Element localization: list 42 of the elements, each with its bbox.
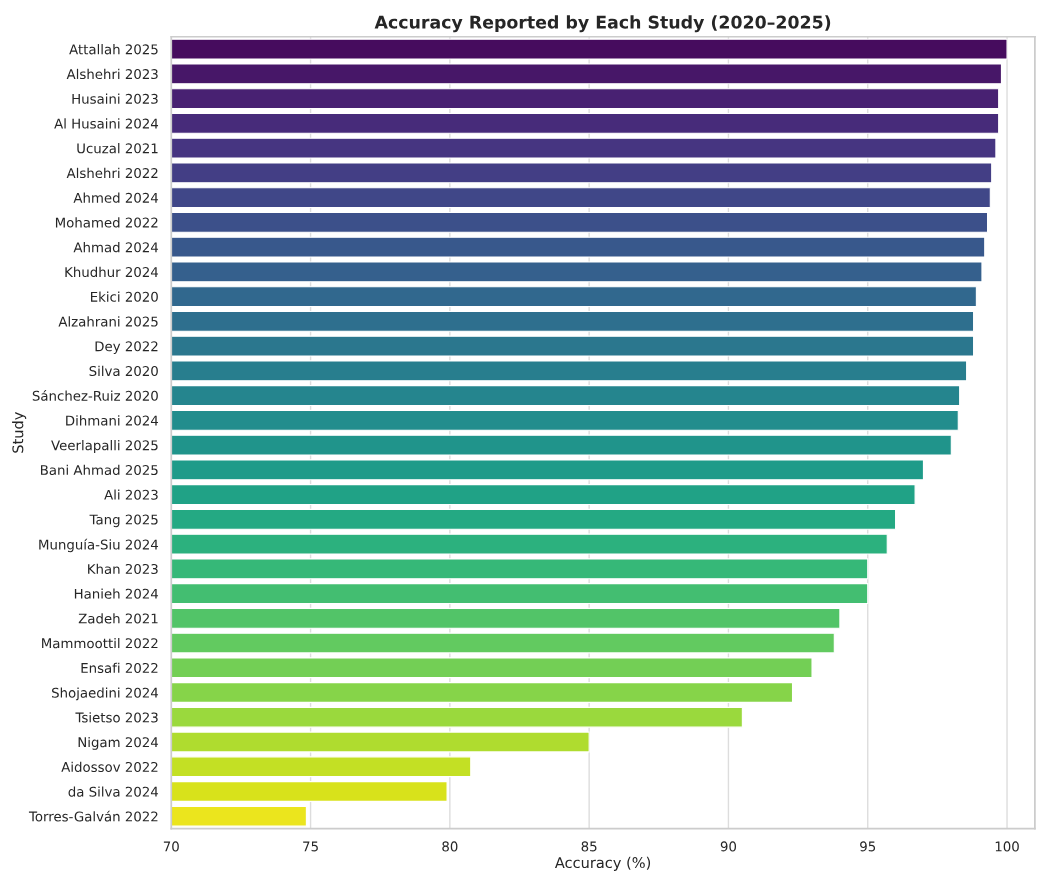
y-tick-label: Sánchez-Ruiz 2020 <box>32 389 158 401</box>
y-tick-label: Ahmed 2024 <box>73 192 159 203</box>
y-tick-label: Bani Ahmad 2025 <box>41 464 158 476</box>
x-tick-label: 70 <box>163 841 179 852</box>
y-tick-label: Alshehri 2023 <box>66 68 158 80</box>
y-tick-label: da Silva 2024 <box>68 786 159 797</box>
y-tick-label: Khudhur 2024 <box>65 266 159 278</box>
y-tick-label: Dey 2022 <box>95 341 158 354</box>
y-tick-label: Attallah 2025 <box>69 44 158 55</box>
y-tick-label: Zadeh 2021 <box>78 613 158 624</box>
y-tick-label: Tang 2025 <box>89 514 158 528</box>
y-tick-label: Mohamed 2022 <box>55 217 158 228</box>
y-tick-label: Veerlapalli 2025 <box>51 439 158 453</box>
y-tick-label: Husaini 2023 <box>72 93 158 104</box>
y-tick-label: Al Husaini 2024 <box>54 118 159 129</box>
y-tick-label: Shojaedini 2024 <box>52 687 159 701</box>
y-tick-label: Khan 2023 <box>88 563 158 575</box>
y-tick-label: Munguía-Siu 2024 <box>39 538 159 553</box>
x-tick-label: 75 <box>303 841 318 852</box>
y-tick-label: Ekici 2020 <box>91 291 158 302</box>
x-tick-label: 80 <box>442 841 458 852</box>
x-axis-title: Accuracy (%) <box>554 856 651 871</box>
y-tick-label: Nigam 2024 <box>78 736 159 750</box>
y-tick-label: Ali 2023 <box>104 489 158 500</box>
y-tick-label: Ensafi 2022 <box>81 662 158 674</box>
y-tick-label: Alshehri 2022 <box>66 167 158 179</box>
y-tick-label: Torres-Galván 2022 <box>28 810 158 822</box>
x-tick-label: 95 <box>860 841 876 852</box>
x-tick-label: 85 <box>581 841 597 852</box>
y-axis-title: Study <box>12 412 27 453</box>
y-tick-label: Alzahrani 2025 <box>58 316 158 327</box>
y-tick-label: Ahmad 2024 <box>73 242 159 253</box>
y-tick-label: Silva 2020 <box>89 365 158 377</box>
y-tick-label: Mammoottil 2022 <box>42 637 158 649</box>
x-tick-label: 90 <box>720 841 737 852</box>
y-tick-label: Dihmani 2024 <box>66 415 159 426</box>
y-tick-label: Ucuzal 2021 <box>77 143 158 154</box>
chart-title: Accuracy Reported by Each Study (2020–2025) <box>374 15 831 33</box>
y-tick-label: Tsietso 2023 <box>75 712 158 723</box>
x-tick-label: 100 <box>995 841 1019 852</box>
y-tick-label: Hanieh 2024 <box>74 588 159 599</box>
y-tick-label: Aidossov 2022 <box>61 761 158 773</box>
